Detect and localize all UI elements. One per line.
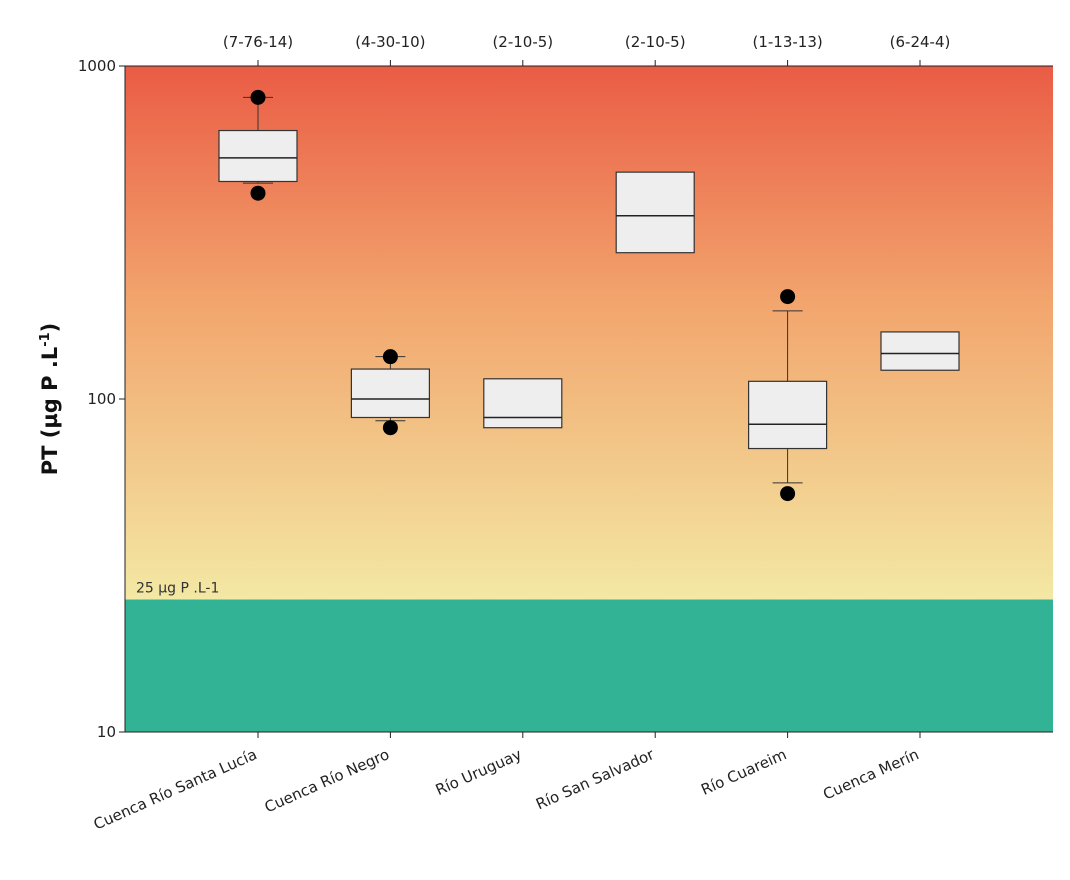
outlier-point — [780, 486, 796, 502]
count-label: (2-10-5) — [625, 33, 686, 51]
y-axis-label: PT (µg P .L-1) — [38, 323, 62, 476]
category-label: Río Cuareim — [698, 745, 789, 799]
outlier-point — [382, 420, 398, 436]
box-iqr — [747, 380, 828, 450]
box-iqr — [880, 331, 960, 371]
category-label: Río San Salvador — [533, 745, 657, 814]
box-iqr — [218, 129, 298, 183]
outlier-point — [250, 185, 266, 201]
category-label: Cuenca Río Negro — [262, 745, 392, 816]
box-group — [483, 378, 563, 429]
plot-background-below-threshold — [125, 599, 1053, 732]
category-label: Río Uruguay — [433, 745, 525, 799]
category-label: Cuenca Merín — [820, 745, 921, 803]
box-iqr — [350, 368, 430, 419]
y-ticks: 1000 100 10 — [78, 57, 125, 741]
box-group — [218, 89, 298, 201]
x-category-labels: Cuenca Río Santa Lucía Cuenca Río Negro Rí… — [91, 732, 922, 834]
outlier-point — [382, 349, 398, 365]
count-label: (7-76-14) — [223, 33, 293, 51]
box-group — [747, 289, 828, 502]
y-tick-label: 100 — [87, 390, 116, 408]
outlier-point — [780, 289, 796, 305]
count-label: (4-30-10) — [355, 33, 425, 51]
category-label: Cuenca Río Santa Lucía — [91, 745, 260, 833]
box-iqr — [483, 378, 563, 429]
box-series — [218, 89, 960, 502]
box-iqr — [615, 171, 695, 254]
box-group — [880, 331, 960, 371]
box-group — [350, 349, 430, 436]
count-label: (6-24-4) — [890, 33, 951, 51]
count-label: (1-13-13) — [752, 33, 822, 51]
threshold-label: 25 µg P .L-1 — [136, 580, 219, 596]
y-tick-label: 10 — [97, 723, 116, 741]
y-tick-label: 1000 — [78, 57, 116, 75]
outlier-point — [250, 89, 266, 105]
top-count-labels: (7-76-14) (4-30-10) (2-10-5) (2-10-5) (1-13-… — [223, 33, 950, 66]
box-group — [615, 171, 695, 254]
count-label: (2-10-5) — [492, 33, 553, 51]
